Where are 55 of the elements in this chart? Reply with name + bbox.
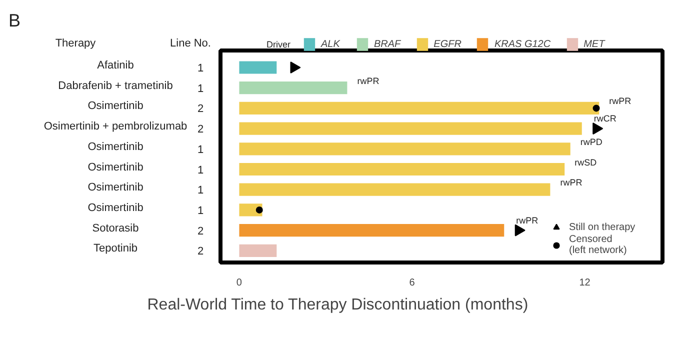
point <box>592 122 604 135</box>
text: Line No. <box>170 38 211 50</box>
bar <box>239 142 570 156</box>
text: 2 <box>197 225 204 238</box>
y-tick-label: Osimertinib <box>88 161 144 174</box>
bar <box>239 244 277 257</box>
text: 2 <box>197 124 204 136</box>
text: 1 <box>197 164 204 176</box>
data-label: rwSD <box>574 157 598 168</box>
data-label: rwPR <box>560 178 583 188</box>
legend-label: EGFR <box>434 38 462 50</box>
data-label: rwPR <box>516 215 539 226</box>
x-axis-title: Real-World Time to Therapy Discontinuation (months) <box>147 296 528 314</box>
data-label: rwPR <box>609 96 632 106</box>
text: 2 <box>197 103 204 116</box>
legend-label: Censored (left network) <box>569 234 627 256</box>
text: 1 <box>197 144 204 156</box>
text: 2 <box>197 246 204 258</box>
legend-label: MET <box>584 38 605 50</box>
bar <box>239 183 550 196</box>
data-label: rwCR <box>594 114 617 124</box>
bar <box>239 61 277 74</box>
text: Therapy <box>55 38 96 50</box>
bar <box>239 82 348 94</box>
y-tick-label: Osimertinib <box>88 202 144 214</box>
data-label: rwPD <box>580 136 603 147</box>
legend-label: BRAF <box>374 38 401 50</box>
point <box>514 224 526 236</box>
x-tick-label: 6 <box>409 278 416 288</box>
y-tick-label: Dabrafenib + trametinib <box>58 80 173 92</box>
legend-title: Driver <box>266 40 290 50</box>
y-tick-label: Osimertinib <box>88 140 144 153</box>
x-tick-label: 12 <box>579 278 591 288</box>
y-tick-label: Osimertinib <box>88 100 144 112</box>
text: 1 <box>197 62 204 74</box>
x-tick-label: 0 <box>236 278 242 288</box>
y-tick-label: Osimertinib + pembrolizumab <box>44 120 188 133</box>
point <box>256 206 263 214</box>
text: 1 <box>197 184 204 197</box>
bar <box>239 162 565 176</box>
bar <box>239 122 582 135</box>
legend-label: Still on therapy <box>569 221 636 233</box>
text: 1 <box>197 204 204 217</box>
y-tick-label: Afatinib <box>97 60 134 72</box>
legend-label: ALK <box>321 38 341 50</box>
text: 1 <box>197 82 204 95</box>
bar <box>239 102 600 115</box>
legend-label: KRAS G12C <box>494 38 551 50</box>
text: B <box>8 10 21 30</box>
y-tick-label: Osimertinib <box>88 182 144 194</box>
y-tick-label: Tepotinib <box>93 242 138 255</box>
bar <box>239 224 504 237</box>
data-label: rwPR <box>357 76 380 86</box>
y-tick-label: Sotorasib <box>92 222 139 234</box>
point <box>290 62 301 74</box>
